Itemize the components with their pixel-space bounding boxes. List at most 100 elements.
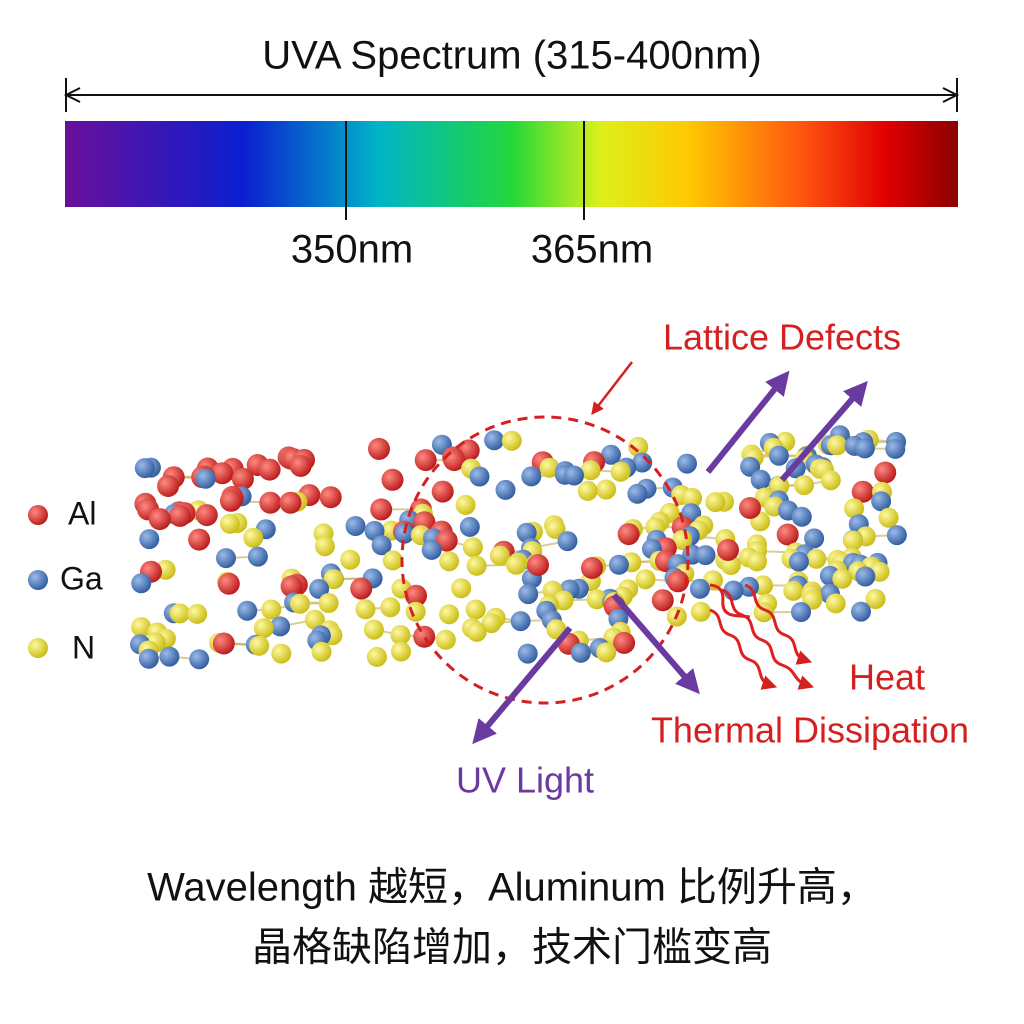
atom bbox=[304, 609, 325, 630]
atom bbox=[610, 461, 631, 482]
atom bbox=[804, 528, 825, 549]
atom bbox=[217, 572, 240, 595]
atom bbox=[243, 527, 264, 548]
defect-atom bbox=[527, 554, 549, 576]
atom bbox=[885, 438, 906, 459]
atom bbox=[632, 452, 653, 473]
spectrum-bar bbox=[65, 121, 958, 207]
atom bbox=[832, 568, 853, 589]
annotation: UV Light bbox=[456, 760, 594, 801]
atom bbox=[421, 539, 442, 560]
atom bbox=[516, 522, 537, 543]
atom bbox=[827, 435, 848, 456]
pointer-arrow bbox=[591, 361, 633, 415]
atom bbox=[705, 492, 726, 513]
lattice bbox=[130, 425, 907, 670]
atom bbox=[259, 491, 282, 514]
atom bbox=[216, 548, 236, 569]
atom bbox=[635, 569, 656, 590]
legend-label: Al bbox=[68, 495, 96, 531]
atom bbox=[601, 444, 621, 465]
atom bbox=[188, 528, 211, 551]
atom bbox=[345, 516, 366, 536]
atom bbox=[139, 529, 160, 550]
atom bbox=[506, 554, 527, 575]
atom bbox=[783, 580, 804, 601]
atom bbox=[247, 546, 268, 567]
legend-label: N bbox=[72, 629, 95, 665]
atom bbox=[381, 468, 404, 491]
atom bbox=[237, 600, 258, 621]
atom bbox=[289, 454, 312, 477]
atom bbox=[253, 618, 274, 639]
atom bbox=[169, 504, 191, 527]
atom bbox=[131, 617, 152, 638]
atom bbox=[495, 479, 516, 500]
atom bbox=[380, 597, 401, 618]
atom bbox=[586, 589, 607, 610]
atom bbox=[189, 649, 210, 670]
atom bbox=[451, 578, 472, 599]
atom bbox=[371, 535, 392, 556]
atom bbox=[366, 646, 387, 667]
atom bbox=[613, 631, 636, 654]
atom bbox=[689, 578, 710, 599]
atom bbox=[851, 480, 874, 503]
atom bbox=[617, 523, 640, 546]
atom bbox=[690, 601, 711, 622]
atom bbox=[391, 641, 411, 662]
atom bbox=[309, 578, 330, 599]
uv-arrows bbox=[472, 370, 868, 745]
atom bbox=[825, 593, 846, 614]
range-arrow-heads bbox=[63, 78, 960, 112]
atom bbox=[435, 529, 458, 552]
atom bbox=[874, 461, 897, 484]
atom bbox=[157, 475, 180, 497]
atom bbox=[270, 616, 291, 637]
atom bbox=[219, 489, 242, 512]
defect-circle bbox=[400, 415, 690, 705]
atom bbox=[517, 643, 538, 664]
legend-swatch bbox=[28, 505, 48, 525]
marker-label: 365nm bbox=[531, 228, 653, 272]
atom bbox=[466, 555, 487, 576]
atom bbox=[465, 599, 486, 620]
defect-atom bbox=[739, 497, 761, 519]
atom bbox=[138, 648, 159, 669]
atom bbox=[159, 646, 180, 667]
legend-label: Ga bbox=[60, 560, 103, 596]
atom bbox=[747, 551, 767, 572]
atom bbox=[484, 430, 505, 451]
atom bbox=[212, 632, 235, 655]
atom bbox=[871, 491, 892, 512]
atom bbox=[878, 507, 899, 528]
annotation: Thermal Dissipation bbox=[651, 710, 969, 751]
atom bbox=[211, 462, 234, 485]
defect-atom bbox=[581, 557, 603, 579]
atom bbox=[219, 513, 240, 534]
atom bbox=[290, 593, 310, 614]
atom bbox=[627, 483, 648, 504]
atom bbox=[510, 611, 531, 632]
atom bbox=[394, 523, 415, 544]
atom bbox=[169, 603, 190, 624]
atom bbox=[413, 625, 436, 648]
legend-swatch bbox=[28, 570, 48, 590]
atom bbox=[435, 629, 456, 650]
atom bbox=[439, 551, 460, 572]
atom bbox=[580, 460, 601, 481]
annotation: Lattice Defects bbox=[663, 317, 901, 358]
atom bbox=[651, 589, 674, 612]
atom bbox=[355, 599, 376, 620]
atom bbox=[806, 548, 827, 569]
atom bbox=[279, 491, 302, 514]
atom bbox=[677, 453, 697, 474]
atom bbox=[570, 642, 591, 663]
atom bbox=[231, 467, 254, 490]
atom bbox=[481, 613, 502, 634]
atom bbox=[363, 619, 384, 640]
atom bbox=[280, 575, 303, 598]
atom bbox=[134, 458, 155, 479]
atom bbox=[370, 498, 393, 521]
atom bbox=[820, 470, 841, 491]
